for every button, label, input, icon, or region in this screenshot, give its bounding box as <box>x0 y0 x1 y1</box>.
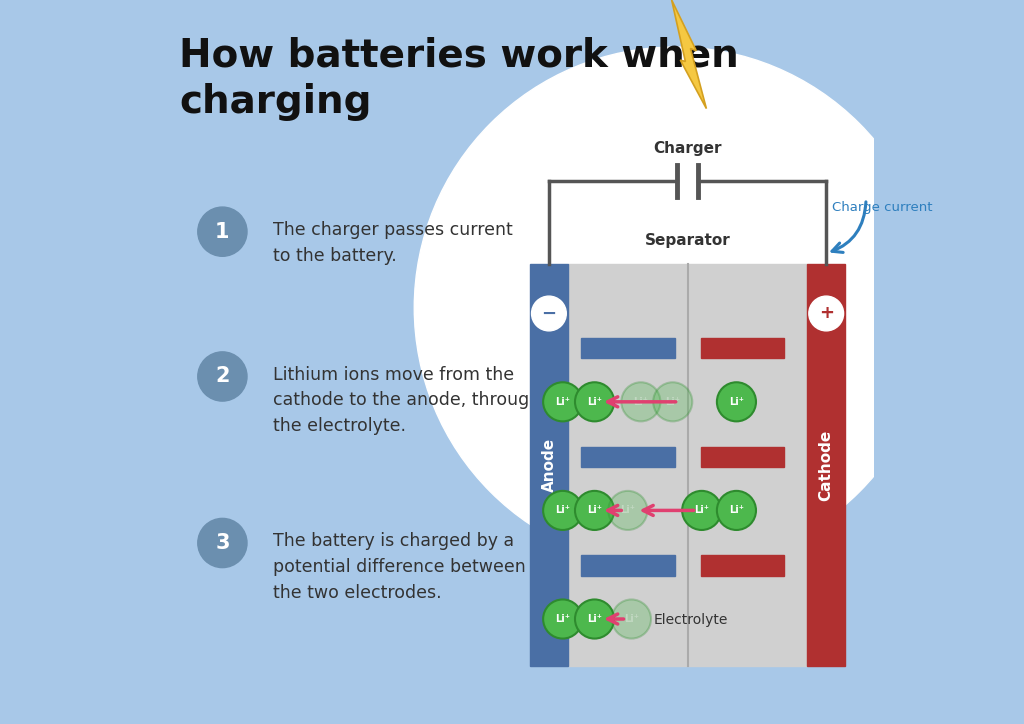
Text: Anode: Anode <box>542 438 556 492</box>
Circle shape <box>575 599 614 639</box>
Circle shape <box>653 382 692 421</box>
Circle shape <box>809 296 844 331</box>
Circle shape <box>543 599 583 639</box>
Bar <box>581 338 675 358</box>
Text: Lithium ions move from the
cathode to the anode, through
the electrolyte.: Lithium ions move from the cathode to th… <box>273 366 541 435</box>
Text: Charger: Charger <box>653 140 722 156</box>
Circle shape <box>612 599 651 639</box>
Circle shape <box>622 382 660 421</box>
Text: Cathode: Cathode <box>819 429 834 501</box>
Bar <box>807 264 845 666</box>
Polygon shape <box>672 0 707 109</box>
Bar <box>700 555 783 576</box>
Text: Li⁺: Li⁺ <box>587 505 602 515</box>
Circle shape <box>575 491 614 530</box>
Circle shape <box>198 518 247 568</box>
Circle shape <box>198 207 247 256</box>
Text: 2: 2 <box>215 366 229 387</box>
Bar <box>581 555 675 576</box>
Text: The battery is charged by a
potential difference between
the two electrodes.: The battery is charged by a potential di… <box>273 532 526 602</box>
Text: How batteries work when
charging: How batteries work when charging <box>179 36 738 121</box>
Text: Li⁺: Li⁺ <box>666 397 680 407</box>
Bar <box>530 264 567 666</box>
Text: Li⁺: Li⁺ <box>587 614 602 624</box>
Circle shape <box>531 296 566 331</box>
Text: The charger passes current
to the battery.: The charger passes current to the batter… <box>273 221 513 264</box>
Text: Li⁺: Li⁺ <box>555 614 570 624</box>
Circle shape <box>717 491 756 530</box>
Text: Separator: Separator <box>645 233 730 248</box>
Text: Li⁺: Li⁺ <box>694 505 710 515</box>
Text: −: − <box>542 305 556 322</box>
Text: Li⁺: Li⁺ <box>555 505 570 515</box>
Circle shape <box>717 382 756 421</box>
Circle shape <box>682 491 721 530</box>
Bar <box>567 264 807 666</box>
Circle shape <box>543 382 583 421</box>
Text: Li⁺: Li⁺ <box>729 397 744 407</box>
Circle shape <box>608 491 647 530</box>
Text: 1: 1 <box>215 222 229 242</box>
Text: +: + <box>819 305 834 322</box>
Text: Li⁺: Li⁺ <box>621 505 635 515</box>
Circle shape <box>198 352 247 401</box>
Circle shape <box>575 382 614 421</box>
Bar <box>700 338 783 358</box>
Text: Li⁺: Li⁺ <box>634 397 648 407</box>
Text: Li⁺: Li⁺ <box>587 397 602 407</box>
Circle shape <box>415 47 936 568</box>
Text: Li⁺: Li⁺ <box>624 614 639 624</box>
Bar <box>581 447 675 467</box>
Text: Charge current: Charge current <box>833 201 933 214</box>
Text: Electrolyte: Electrolyte <box>653 613 728 628</box>
Text: Li⁺: Li⁺ <box>729 505 744 515</box>
Text: 3: 3 <box>215 533 229 553</box>
Bar <box>700 447 783 467</box>
Text: Li⁺: Li⁺ <box>555 397 570 407</box>
Circle shape <box>543 491 583 530</box>
